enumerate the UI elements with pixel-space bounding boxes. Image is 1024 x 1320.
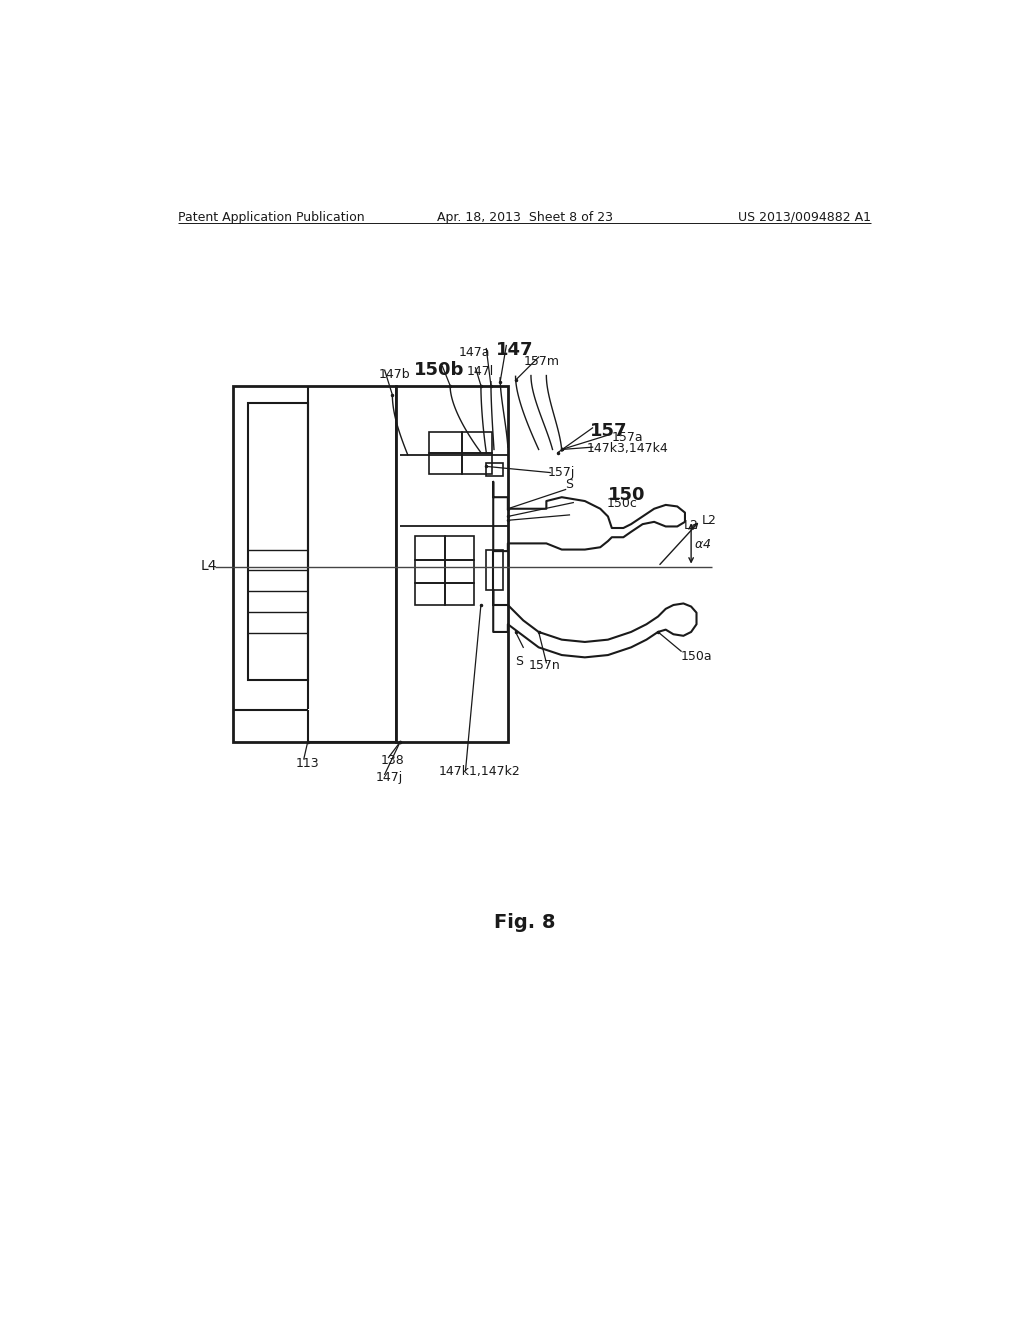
Bar bbox=[429, 432, 462, 453]
Text: 157n: 157n bbox=[528, 659, 560, 672]
Text: L4: L4 bbox=[201, 560, 217, 573]
Bar bbox=[233, 385, 396, 742]
Text: L2: L2 bbox=[683, 519, 698, 532]
Text: 147k1,147k2: 147k1,147k2 bbox=[438, 766, 520, 779]
Text: 113: 113 bbox=[296, 758, 319, 771]
Bar bbox=[462, 432, 493, 453]
Text: 147j: 147j bbox=[376, 771, 402, 784]
Text: 157: 157 bbox=[590, 422, 628, 440]
Text: 157j: 157j bbox=[548, 466, 575, 479]
Bar bbox=[462, 453, 493, 474]
Text: Fig. 8: Fig. 8 bbox=[494, 913, 556, 932]
Bar bbox=[416, 583, 444, 605]
Text: L2: L2 bbox=[701, 513, 717, 527]
Bar bbox=[486, 462, 503, 477]
Bar bbox=[444, 583, 474, 605]
Text: S: S bbox=[565, 478, 573, 491]
Bar bbox=[486, 549, 503, 590]
Text: 147l: 147l bbox=[466, 364, 494, 378]
Text: Apr. 18, 2013  Sheet 8 of 23: Apr. 18, 2013 Sheet 8 of 23 bbox=[437, 211, 612, 224]
Text: 150: 150 bbox=[608, 486, 645, 504]
Bar bbox=[429, 453, 462, 474]
Text: 150a: 150a bbox=[681, 649, 713, 663]
Text: US 2013/0094882 A1: US 2013/0094882 A1 bbox=[738, 211, 871, 224]
Text: 157m: 157m bbox=[523, 355, 559, 368]
Text: S: S bbox=[515, 655, 523, 668]
Text: 147: 147 bbox=[497, 341, 534, 359]
Text: Patent Application Publication: Patent Application Publication bbox=[178, 211, 365, 224]
Bar bbox=[444, 536, 474, 560]
Text: 147a: 147a bbox=[459, 346, 490, 359]
Text: 147b: 147b bbox=[379, 368, 411, 381]
Bar bbox=[396, 385, 508, 742]
Text: 138: 138 bbox=[381, 754, 404, 767]
Text: 157a: 157a bbox=[611, 430, 643, 444]
Bar bbox=[416, 560, 444, 583]
Text: 147k3,147k4: 147k3,147k4 bbox=[587, 442, 669, 455]
Bar bbox=[444, 560, 474, 583]
Text: $\alpha$4: $\alpha$4 bbox=[694, 539, 712, 552]
Bar bbox=[416, 536, 444, 560]
Text: 150c: 150c bbox=[606, 498, 637, 511]
Bar bbox=[248, 404, 307, 681]
Text: 150b: 150b bbox=[414, 360, 464, 379]
